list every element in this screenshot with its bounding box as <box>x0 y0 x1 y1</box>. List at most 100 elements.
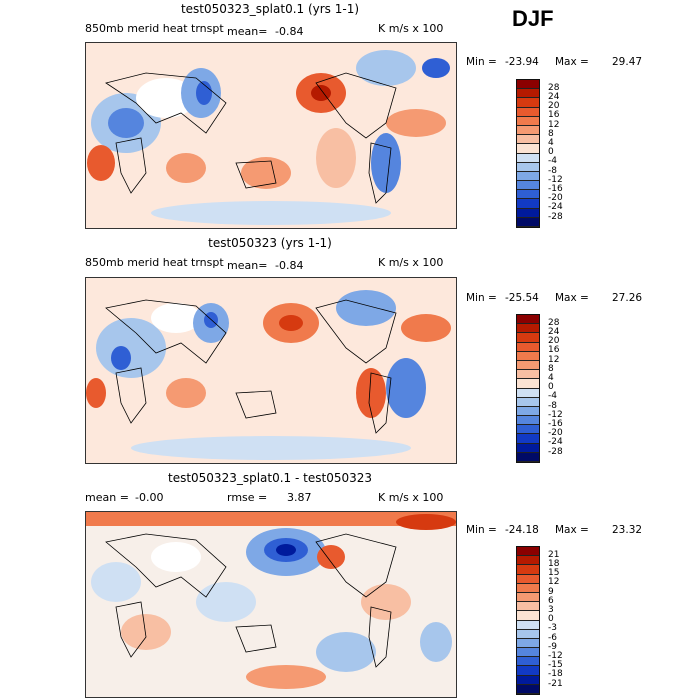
p1-blob <box>196 81 212 105</box>
panel-3-rmse-label: rmse = <box>227 491 268 504</box>
colorbar-tick-label: 12 <box>548 119 560 130</box>
colorbar-swatch <box>517 162 539 172</box>
panel-1-colorbar <box>516 79 540 228</box>
colorbar-tick-label: -3 <box>548 623 557 634</box>
colorbar-swatch <box>517 574 539 584</box>
colorbar-swatch <box>517 452 539 462</box>
colorbar-tick-label: 24 <box>548 326 560 337</box>
p2-blob <box>96 318 166 378</box>
p2-blob <box>356 368 386 418</box>
colorbar-swatch <box>517 98 539 108</box>
panel-1-map <box>85 42 457 229</box>
colorbar-tick-label: -15 <box>548 660 563 671</box>
p2-blob <box>336 290 396 326</box>
p1-coastline <box>315 72 397 139</box>
panel-1-title: test050323_splat0.1 (yrs 1-1) <box>180 2 360 16</box>
colorbar-swatch <box>517 397 539 407</box>
colorbar-tick-label: 0 <box>548 382 554 393</box>
colorbar-swatch <box>517 360 539 371</box>
colorbar-tick-label: -18 <box>548 669 563 680</box>
colorbar-swatch <box>517 416 539 426</box>
panel-2-map <box>85 277 457 464</box>
p3-blob <box>276 544 296 556</box>
colorbar-tick-label: -24 <box>548 202 563 213</box>
colorbar-swatch <box>517 190 539 200</box>
colorbar-swatch <box>517 434 539 444</box>
colorbar-swatch <box>517 370 539 380</box>
colorbar-swatch <box>517 333 539 343</box>
panel-3-field-svg <box>86 512 456 697</box>
p3-coastline <box>368 606 392 668</box>
colorbar-tick-label: 0 <box>548 147 554 158</box>
p3-blob <box>396 514 456 530</box>
p3-coastline <box>105 533 227 598</box>
colorbar-tick-label: 21 <box>548 549 560 560</box>
p2-coastline <box>315 299 397 364</box>
colorbar-tick-label: 16 <box>548 345 560 356</box>
p3-blob <box>316 632 376 672</box>
p2-blob <box>131 436 411 460</box>
colorbar-tick-label: 15 <box>548 568 560 579</box>
colorbar-swatch <box>517 592 539 603</box>
colorbar-tick-label: 20 <box>548 101 560 112</box>
colorbar-swatch <box>517 684 539 694</box>
panel-3-max-label: Max = <box>555 524 589 536</box>
colorbar-swatch <box>517 125 539 136</box>
p1-blob <box>87 145 115 181</box>
colorbar-tick-label: 8 <box>548 363 554 374</box>
panel-1-max-value: 29.47 <box>612 56 643 68</box>
panel-1-field-svg <box>86 43 456 228</box>
p2-coastline <box>115 367 147 424</box>
p1-blob <box>311 85 331 101</box>
p3-blob <box>246 665 326 689</box>
colorbar-swatch <box>517 638 539 649</box>
panel-3-min-value: -24.18 <box>505 524 539 536</box>
colorbar-swatch <box>517 342 539 352</box>
colorbar-swatch <box>517 547 539 557</box>
colorbar-tick-label: 18 <box>548 558 560 569</box>
p1-blob <box>386 109 446 137</box>
p3-coastline <box>115 601 147 658</box>
panel-2-min-label: Min = <box>466 292 497 304</box>
colorbar-tick-label: -12 <box>548 650 563 661</box>
colorbar-swatch <box>517 620 539 630</box>
panel-2-mean-label: mean= <box>227 259 268 272</box>
colorbar-swatch <box>517 443 539 453</box>
p2-blob <box>111 346 131 370</box>
p1-blob <box>136 78 196 118</box>
p1-blob <box>316 128 356 188</box>
season-label: DJF <box>512 6 554 31</box>
p3-coastline <box>235 624 277 653</box>
colorbar-tick-label: -28 <box>548 211 563 222</box>
colorbar-swatch <box>517 379 539 389</box>
colorbar-tick-label: 3 <box>548 604 554 615</box>
p1-coastline <box>368 142 392 204</box>
colorbar-swatch <box>517 107 539 117</box>
panel-1-mean-label: mean= <box>227 25 268 38</box>
colorbar-swatch <box>517 657 539 667</box>
colorbar-tick-label: -20 <box>548 193 563 204</box>
p2-blob <box>401 314 451 342</box>
colorbar-tick-label: 24 <box>548 91 560 102</box>
colorbar-tick-label: -9 <box>548 641 557 652</box>
panel-2-field-svg <box>86 278 456 463</box>
panel-3-mean-label: mean = <box>85 491 129 504</box>
p2-coastline <box>235 390 277 419</box>
colorbar-swatch <box>517 675 539 685</box>
p1-coastline <box>115 137 147 194</box>
colorbar-tick-label: -12 <box>548 409 563 420</box>
p3-blob <box>420 622 452 662</box>
p1-blob <box>356 50 416 86</box>
colorbar-swatch <box>517 583 539 593</box>
panel-2-colorbar <box>516 314 540 463</box>
colorbar-swatch <box>517 602 539 612</box>
colorbar-tick-label: 12 <box>548 354 560 365</box>
p2-blob <box>279 315 303 331</box>
panel-3-title: test050323_splat0.1 - test050323 <box>167 471 372 485</box>
panel-1-min-label: Min = <box>466 56 497 68</box>
panel-1-mean-value: -0.84 <box>275 25 304 38</box>
panel-3-min-label: Min = <box>466 524 497 536</box>
panel-1-variable-label: 850mb merid heat trnspt <box>85 22 224 35</box>
p2-blob <box>386 358 426 418</box>
p1-blob <box>371 133 401 193</box>
